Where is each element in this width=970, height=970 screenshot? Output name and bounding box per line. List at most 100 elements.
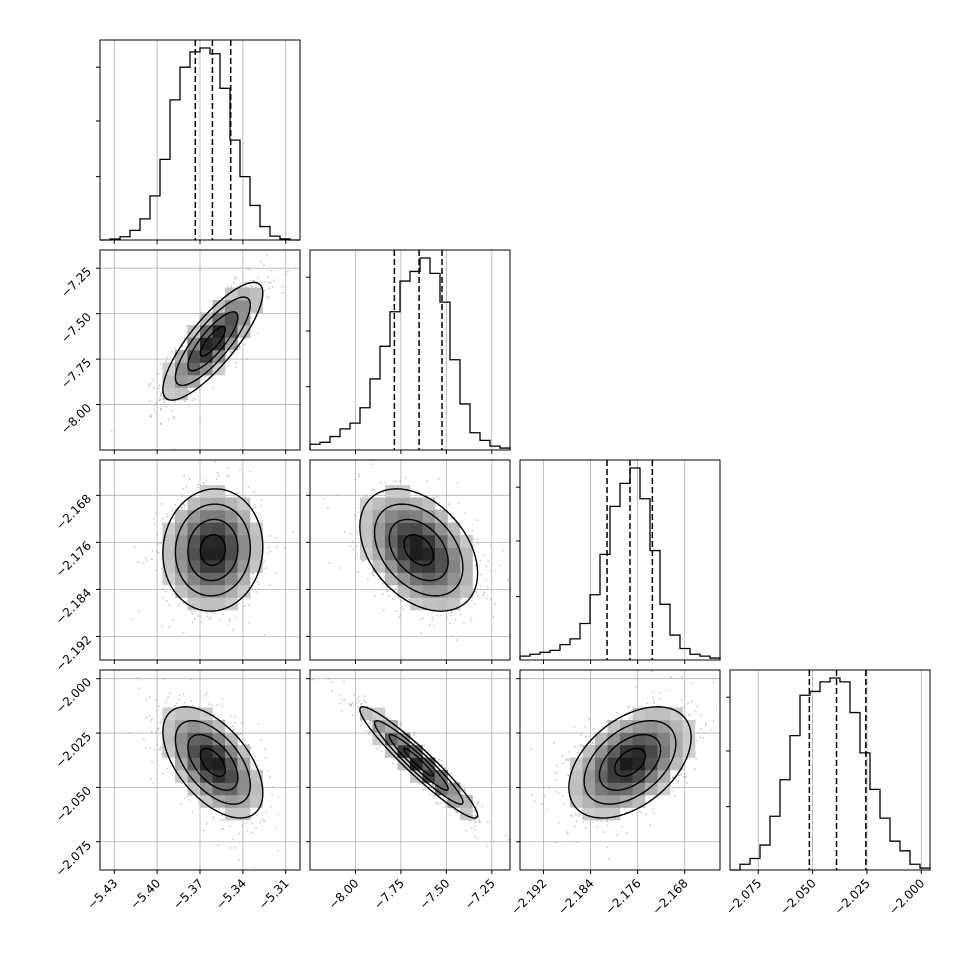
scatter-point [197, 483, 200, 486]
scatter-point [157, 551, 160, 554]
density-cell [237, 572, 251, 586]
scatter-point [158, 705, 160, 708]
density-cell [237, 522, 251, 536]
scatter-point [238, 345, 241, 348]
scatter-point [457, 502, 460, 505]
scatter-point [150, 777, 153, 780]
scatter-point [149, 747, 152, 750]
scatter-point [257, 583, 260, 586]
scatter-point [478, 818, 481, 821]
scatter-point [439, 614, 442, 617]
scatter-point [616, 833, 619, 836]
scatter-point [398, 616, 401, 619]
scatter-point [486, 821, 489, 824]
scatter-point [184, 400, 186, 403]
scatter-point [470, 619, 473, 622]
scatter-point [474, 815, 477, 817]
scatter-point [176, 702, 179, 705]
scatter-point [128, 732, 131, 734]
scatter-point [432, 784, 435, 787]
density-cell [372, 720, 386, 733]
scatter-point [433, 624, 436, 627]
scatter-point [174, 504, 176, 506]
histogram-step [519, 467, 721, 660]
scatter-point [378, 745, 381, 748]
scatter-point [364, 494, 367, 497]
scatter-point [486, 844, 489, 847]
density-cell [250, 535, 263, 548]
scatter-point [251, 821, 254, 824]
scatter-point [221, 827, 224, 830]
scatter-point [172, 618, 174, 621]
scatter-point [164, 360, 167, 363]
contour-line [373, 503, 464, 597]
scatter-point [264, 280, 267, 283]
contour-line [359, 488, 479, 612]
scatter-point [413, 742, 416, 745]
scatter-point [269, 584, 271, 587]
scatter-point [349, 533, 352, 535]
scatter-point [456, 639, 458, 641]
scatter-point [441, 764, 444, 767]
scatter-point [245, 337, 247, 340]
density-cell [212, 522, 226, 536]
scatter-point [151, 549, 154, 552]
scatter-panel-2-1 [306, 459, 511, 664]
contour-line [199, 325, 227, 357]
contour-line [162, 488, 264, 612]
density-cell [212, 510, 226, 523]
contour-line [187, 518, 239, 582]
density-cell [225, 535, 238, 548]
density-cell [212, 585, 226, 598]
scatter-point [188, 478, 191, 480]
scatter-point [326, 507, 329, 510]
scatter-point [168, 626, 171, 629]
scatter-point [358, 695, 360, 698]
scatter-point [159, 363, 162, 365]
density-cell [225, 795, 238, 808]
scatter-point [151, 761, 153, 764]
density-cell [175, 720, 188, 733]
scatter-point [166, 515, 169, 518]
scatter-point [476, 542, 479, 545]
scatter-point [160, 407, 163, 410]
scatter-point [229, 715, 232, 717]
scatter-point [353, 693, 356, 696]
scatter-point [384, 481, 387, 483]
scatter-point [386, 716, 389, 719]
scatter-point [426, 480, 429, 482]
scatter-point [233, 847, 236, 849]
scatter-point [264, 811, 267, 814]
scatter-point [149, 400, 151, 403]
density-cell [225, 510, 238, 523]
scatter-point [202, 829, 205, 831]
scatter-point [382, 582, 385, 585]
scatter-point [463, 622, 465, 624]
density-cell [212, 597, 226, 611]
scatter-point [203, 376, 206, 378]
scatter-point [150, 382, 153, 385]
scatter-point [253, 755, 256, 758]
density-cell [212, 350, 226, 363]
density-cell [187, 510, 201, 523]
scatter-point [239, 468, 241, 471]
scatter-point [231, 629, 234, 632]
scatter-panel-2-0: −2.192−2.184−2.176−2.168 [53, 459, 301, 674]
scatter-point [408, 598, 410, 601]
scatter-point [704, 724, 707, 727]
density-cell [435, 560, 448, 573]
scatter-point [394, 609, 397, 612]
scatter-point [249, 597, 251, 600]
scatter-point [476, 595, 479, 597]
density-cell [397, 757, 411, 771]
scatter-point [244, 743, 247, 746]
scatter-point [327, 678, 330, 680]
scatter-point [475, 590, 478, 593]
scatter-point [254, 506, 257, 509]
scatter-point [382, 593, 384, 596]
scatter-point [275, 826, 278, 829]
scatter-point [235, 276, 238, 279]
panel-frame [309, 459, 511, 661]
scatter-point [252, 280, 255, 283]
scatter-point [243, 605, 246, 607]
